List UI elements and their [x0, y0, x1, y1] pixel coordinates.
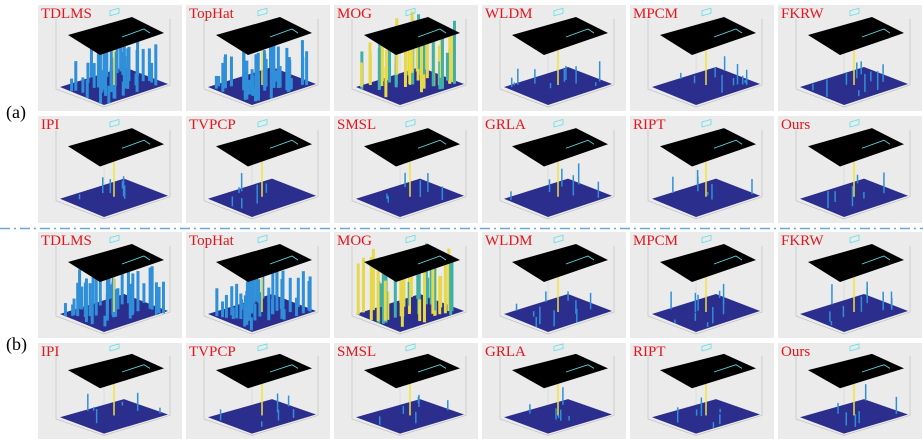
method-label: GRLA — [485, 117, 526, 133]
plot-panel: SMSL — [334, 116, 478, 223]
plot-panel: WLDM — [482, 232, 626, 338]
method-label: GRLA — [485, 344, 526, 360]
plot-panel: FKRW — [778, 232, 922, 338]
method-label: TopHat — [189, 6, 235, 22]
plot-panel: Ours — [778, 116, 922, 223]
method-label: MPCM — [633, 6, 678, 22]
group-label: (a) — [6, 102, 26, 123]
plot-panel: Ours — [778, 343, 922, 439]
method-label: TopHat — [189, 233, 235, 249]
plot-panel: TDLMS — [38, 5, 182, 111]
plot-panel: MPCM — [630, 5, 774, 111]
method-label: WLDM — [485, 6, 533, 22]
plot-panel: MOG — [334, 232, 478, 338]
method-label: RIPT — [633, 117, 666, 133]
plot-panel: TVPCP — [186, 116, 330, 223]
method-label: TDLMS — [41, 233, 92, 249]
method-label: Ours — [781, 117, 810, 133]
method-label: SMSL — [337, 117, 376, 133]
plot-panel: RIPT — [630, 116, 774, 223]
plot-panel: TDLMS — [38, 232, 182, 338]
figure: (a) TDLMS TopHat MOG WLDM MPCM FKRW IPI TVPCP SMS… — [0, 0, 923, 441]
plot-panel: IPI — [38, 343, 182, 439]
group-label: (b) — [6, 334, 27, 355]
method-label: FKRW — [781, 233, 824, 249]
plot-panel: GRLA — [482, 343, 626, 439]
plot-panel: WLDM — [482, 5, 626, 111]
method-label: RIPT — [633, 344, 666, 360]
plot-panel: MOG — [334, 5, 478, 111]
method-label: MOG — [337, 6, 372, 22]
plot-panel: GRLA — [482, 116, 626, 223]
plot-panel: RIPT — [630, 343, 774, 439]
method-label: IPI — [41, 344, 59, 360]
method-label: MPCM — [633, 233, 678, 249]
plot-panel: IPI — [38, 116, 182, 223]
method-label: MOG — [337, 233, 372, 249]
method-label: FKRW — [781, 6, 824, 22]
plot-panel: TopHat — [186, 5, 330, 111]
method-label: TVPCP — [189, 344, 236, 360]
method-label: IPI — [41, 117, 59, 133]
method-label: Ours — [781, 344, 810, 360]
method-label: SMSL — [337, 344, 376, 360]
method-label: TVPCP — [189, 117, 236, 133]
plot-panel: SMSL — [334, 343, 478, 439]
plot-panel: MPCM — [630, 232, 774, 338]
plot-panel: FKRW — [778, 5, 922, 111]
plot-panel: TVPCP — [186, 343, 330, 439]
method-label: TDLMS — [41, 6, 92, 22]
method-label: WLDM — [485, 233, 533, 249]
plot-panel: TopHat — [186, 232, 330, 338]
